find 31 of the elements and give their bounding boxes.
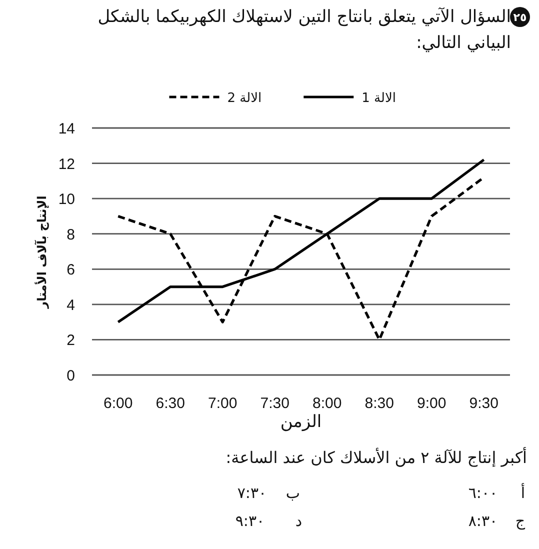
y-tick-label: 12 [58, 156, 75, 173]
legend-label: الالة 2 [227, 91, 262, 106]
text: ب [286, 484, 300, 502]
x-tick-label: 7:00 [208, 395, 238, 412]
x-axis-title: الزمن [279, 412, 323, 432]
chart-title: السؤال الآتي يتعلق بانتاج التين لاستهلاك الكهربيكما بالشكل البياني التالي: [96, 6, 511, 55]
y-tick-label: 4 [66, 296, 75, 314]
y-tick-label: 14 [58, 120, 75, 138]
text: ٩:٣٠ [235, 512, 265, 530]
text: أ [520, 483, 525, 502]
x-tick-label: 8:30 [364, 395, 394, 412]
x-tick-label: 7:30 [260, 395, 290, 412]
text: د [295, 512, 302, 530]
y-tick-label: 2 [66, 332, 75, 350]
text: ٧:٣٠ [237, 484, 267, 502]
y-tick-label: 0 [66, 368, 75, 384]
y-axis-title: الإنتاج بآلاف الأمتار [35, 195, 49, 308]
text: ٨:٣٠ [468, 512, 498, 530]
x-tick-label: 9:30 [469, 395, 498, 412]
y-tick-label: 8 [66, 226, 75, 244]
y-tick-label: 10 [58, 191, 75, 208]
x-tick-label: 8:00 [312, 395, 342, 412]
x-tick-label: 6:30 [156, 395, 185, 412]
text: أكبر إنتاج للآلة ٢ من الأسلاك كان عند الساعة: [226, 448, 527, 467]
x-tick-label: 9:00 [417, 395, 446, 412]
text: ٦:٠٠ [468, 484, 498, 502]
y-tick-label: 6 [66, 262, 75, 279]
text: ج [515, 512, 526, 530]
x-tick-label: 6:00 [104, 395, 133, 412]
legend-label: الالة 1 [362, 91, 396, 106]
badge: ٢٥ [510, 7, 530, 27]
